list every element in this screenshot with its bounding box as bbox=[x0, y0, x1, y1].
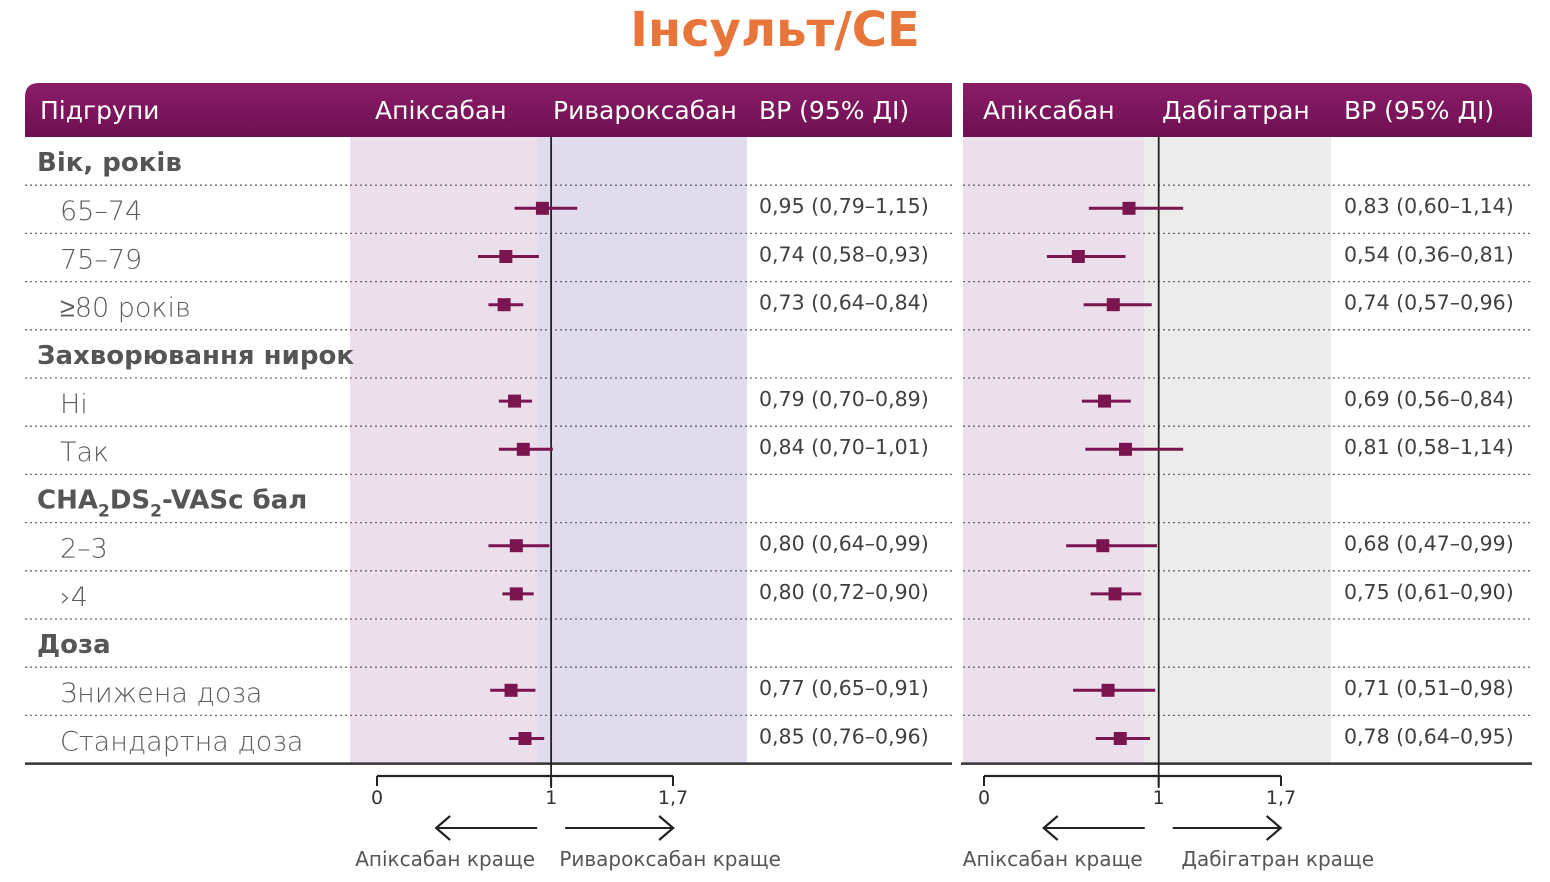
left-hr-value: 0,84 (0,70–1,01) bbox=[759, 435, 929, 459]
right-hr-point bbox=[1098, 394, 1112, 408]
left-x-tick-label: 1,7 bbox=[658, 787, 688, 809]
header-left-drug-a: Апіксабан bbox=[375, 96, 507, 125]
left-x-tick-label: 1 bbox=[545, 787, 557, 809]
right-hr-value: 0,78 (0,64–0,95) bbox=[1344, 724, 1514, 748]
group-label: Захворювання нирок bbox=[37, 341, 354, 371]
left-hr-value: 0,85 (0,76–0,96) bbox=[759, 724, 929, 748]
right-hr-value: 0,75 (0,61–0,90) bbox=[1344, 580, 1514, 604]
right-hr-point bbox=[1119, 442, 1133, 456]
right-favors-b-label: Дабігатран краще bbox=[1181, 847, 1374, 871]
left-hr-value: 0,95 (0,79–1,15) bbox=[759, 194, 929, 218]
right-hr-point bbox=[1122, 201, 1136, 215]
left-hr-value: 0,80 (0,64–0,99) bbox=[759, 532, 929, 556]
left-hr-value: 0,73 (0,64–0,84) bbox=[759, 291, 929, 315]
group-label: Вік, років bbox=[37, 148, 182, 178]
left-hr-point bbox=[497, 298, 511, 312]
left-hr-point bbox=[504, 683, 518, 697]
subgroup-label: ≥80 років bbox=[60, 293, 191, 324]
group-label-part: 2 bbox=[150, 501, 162, 521]
left-x-tick-label: 0 bbox=[371, 787, 383, 809]
group-label-part: CHA bbox=[37, 485, 98, 515]
group-label-part: 2 bbox=[98, 501, 110, 521]
right-hr-value: 0,71 (0,51–0,98) bbox=[1344, 676, 1514, 700]
left-hr-value: 0,79 (0,70–0,89) bbox=[759, 387, 929, 411]
right-hr-value: 0,54 (0,36–0,81) bbox=[1344, 242, 1514, 266]
right-hr-value: 0,68 (0,47–0,99) bbox=[1344, 532, 1514, 556]
right-hr-point bbox=[1113, 732, 1127, 745]
subgroup-label: 65–74 bbox=[60, 196, 142, 227]
subgroup-label: 75–79 bbox=[60, 244, 142, 275]
left-hr-point bbox=[508, 394, 522, 408]
subgroup-label: Так bbox=[60, 437, 109, 468]
right-hr-value: 0,83 (0,60–1,14) bbox=[1344, 194, 1514, 218]
header-bar-right bbox=[963, 83, 1532, 137]
left-hr-point bbox=[509, 539, 523, 553]
right-hr-point bbox=[1106, 298, 1120, 312]
left-favors-a-label: Апіксабан краще bbox=[355, 847, 535, 871]
subgroup-label: ›4 bbox=[60, 582, 88, 613]
right-hr-point bbox=[1108, 587, 1122, 601]
right-favors-a-label: Апіксабан краще bbox=[963, 847, 1143, 871]
header-left-drug-b: Ривароксабан bbox=[553, 96, 737, 125]
header-right-hr: ВР (95% ДІ) bbox=[1344, 96, 1494, 125]
header-right-drug-a: Апіксабан bbox=[983, 96, 1115, 125]
left-hr-point bbox=[516, 442, 530, 456]
left-arrow-right-head bbox=[658, 815, 675, 841]
left-arrow-left-head bbox=[434, 815, 451, 841]
right-arrow-left-head bbox=[1042, 815, 1059, 841]
subgroup-label: Ні bbox=[60, 389, 88, 420]
group-label: CHA2DS2-VASc бал bbox=[37, 485, 307, 521]
right-arrow-right-head bbox=[1265, 815, 1283, 841]
subgroup-label: Стандартна доза bbox=[60, 726, 303, 757]
left-hr-point bbox=[499, 250, 513, 263]
left-hr-point bbox=[518, 732, 532, 745]
right-hr-point bbox=[1096, 539, 1110, 553]
group-label-part: -VASc бал bbox=[162, 485, 307, 515]
right-hr-value: 0,81 (0,58–1,14) bbox=[1344, 435, 1514, 459]
right-hr-point bbox=[1071, 250, 1085, 263]
right-x-tick-label: 1,7 bbox=[1266, 787, 1296, 809]
header-left-hr: ВР (95% ДІ) bbox=[759, 96, 909, 125]
group-label: Доза bbox=[37, 630, 111, 660]
left-hr-point bbox=[535, 201, 549, 215]
chart-title: Інсульт/СЕ bbox=[630, 2, 920, 58]
header-bar-left bbox=[25, 83, 952, 137]
subgroup-label: Знижена доза bbox=[60, 678, 262, 709]
right-x-tick-label: 0 bbox=[978, 787, 990, 809]
subgroup-label: 2–3 bbox=[60, 534, 108, 565]
header-subgroups: Підгрупи bbox=[40, 96, 159, 125]
right-hr-value: 0,74 (0,57–0,96) bbox=[1344, 291, 1514, 315]
right-x-tick-label: 1 bbox=[1153, 787, 1165, 809]
right-hr-value: 0,69 (0,56–0,84) bbox=[1344, 387, 1514, 411]
left-hr-value: 0,74 (0,58–0,93) bbox=[759, 242, 929, 266]
header-right-drug-b: Дабігатран bbox=[1162, 96, 1310, 125]
left-hr-value: 0,80 (0,72–0,90) bbox=[759, 580, 929, 604]
left-favors-b-label: Ривароксабан краще bbox=[559, 847, 781, 871]
right-hr-point bbox=[1101, 683, 1115, 697]
group-label-part: DS bbox=[110, 485, 150, 515]
left-favor-b-region bbox=[537, 137, 747, 764]
left-hr-value: 0,77 (0,65–0,91) bbox=[759, 676, 929, 700]
left-hr-point bbox=[509, 587, 523, 601]
